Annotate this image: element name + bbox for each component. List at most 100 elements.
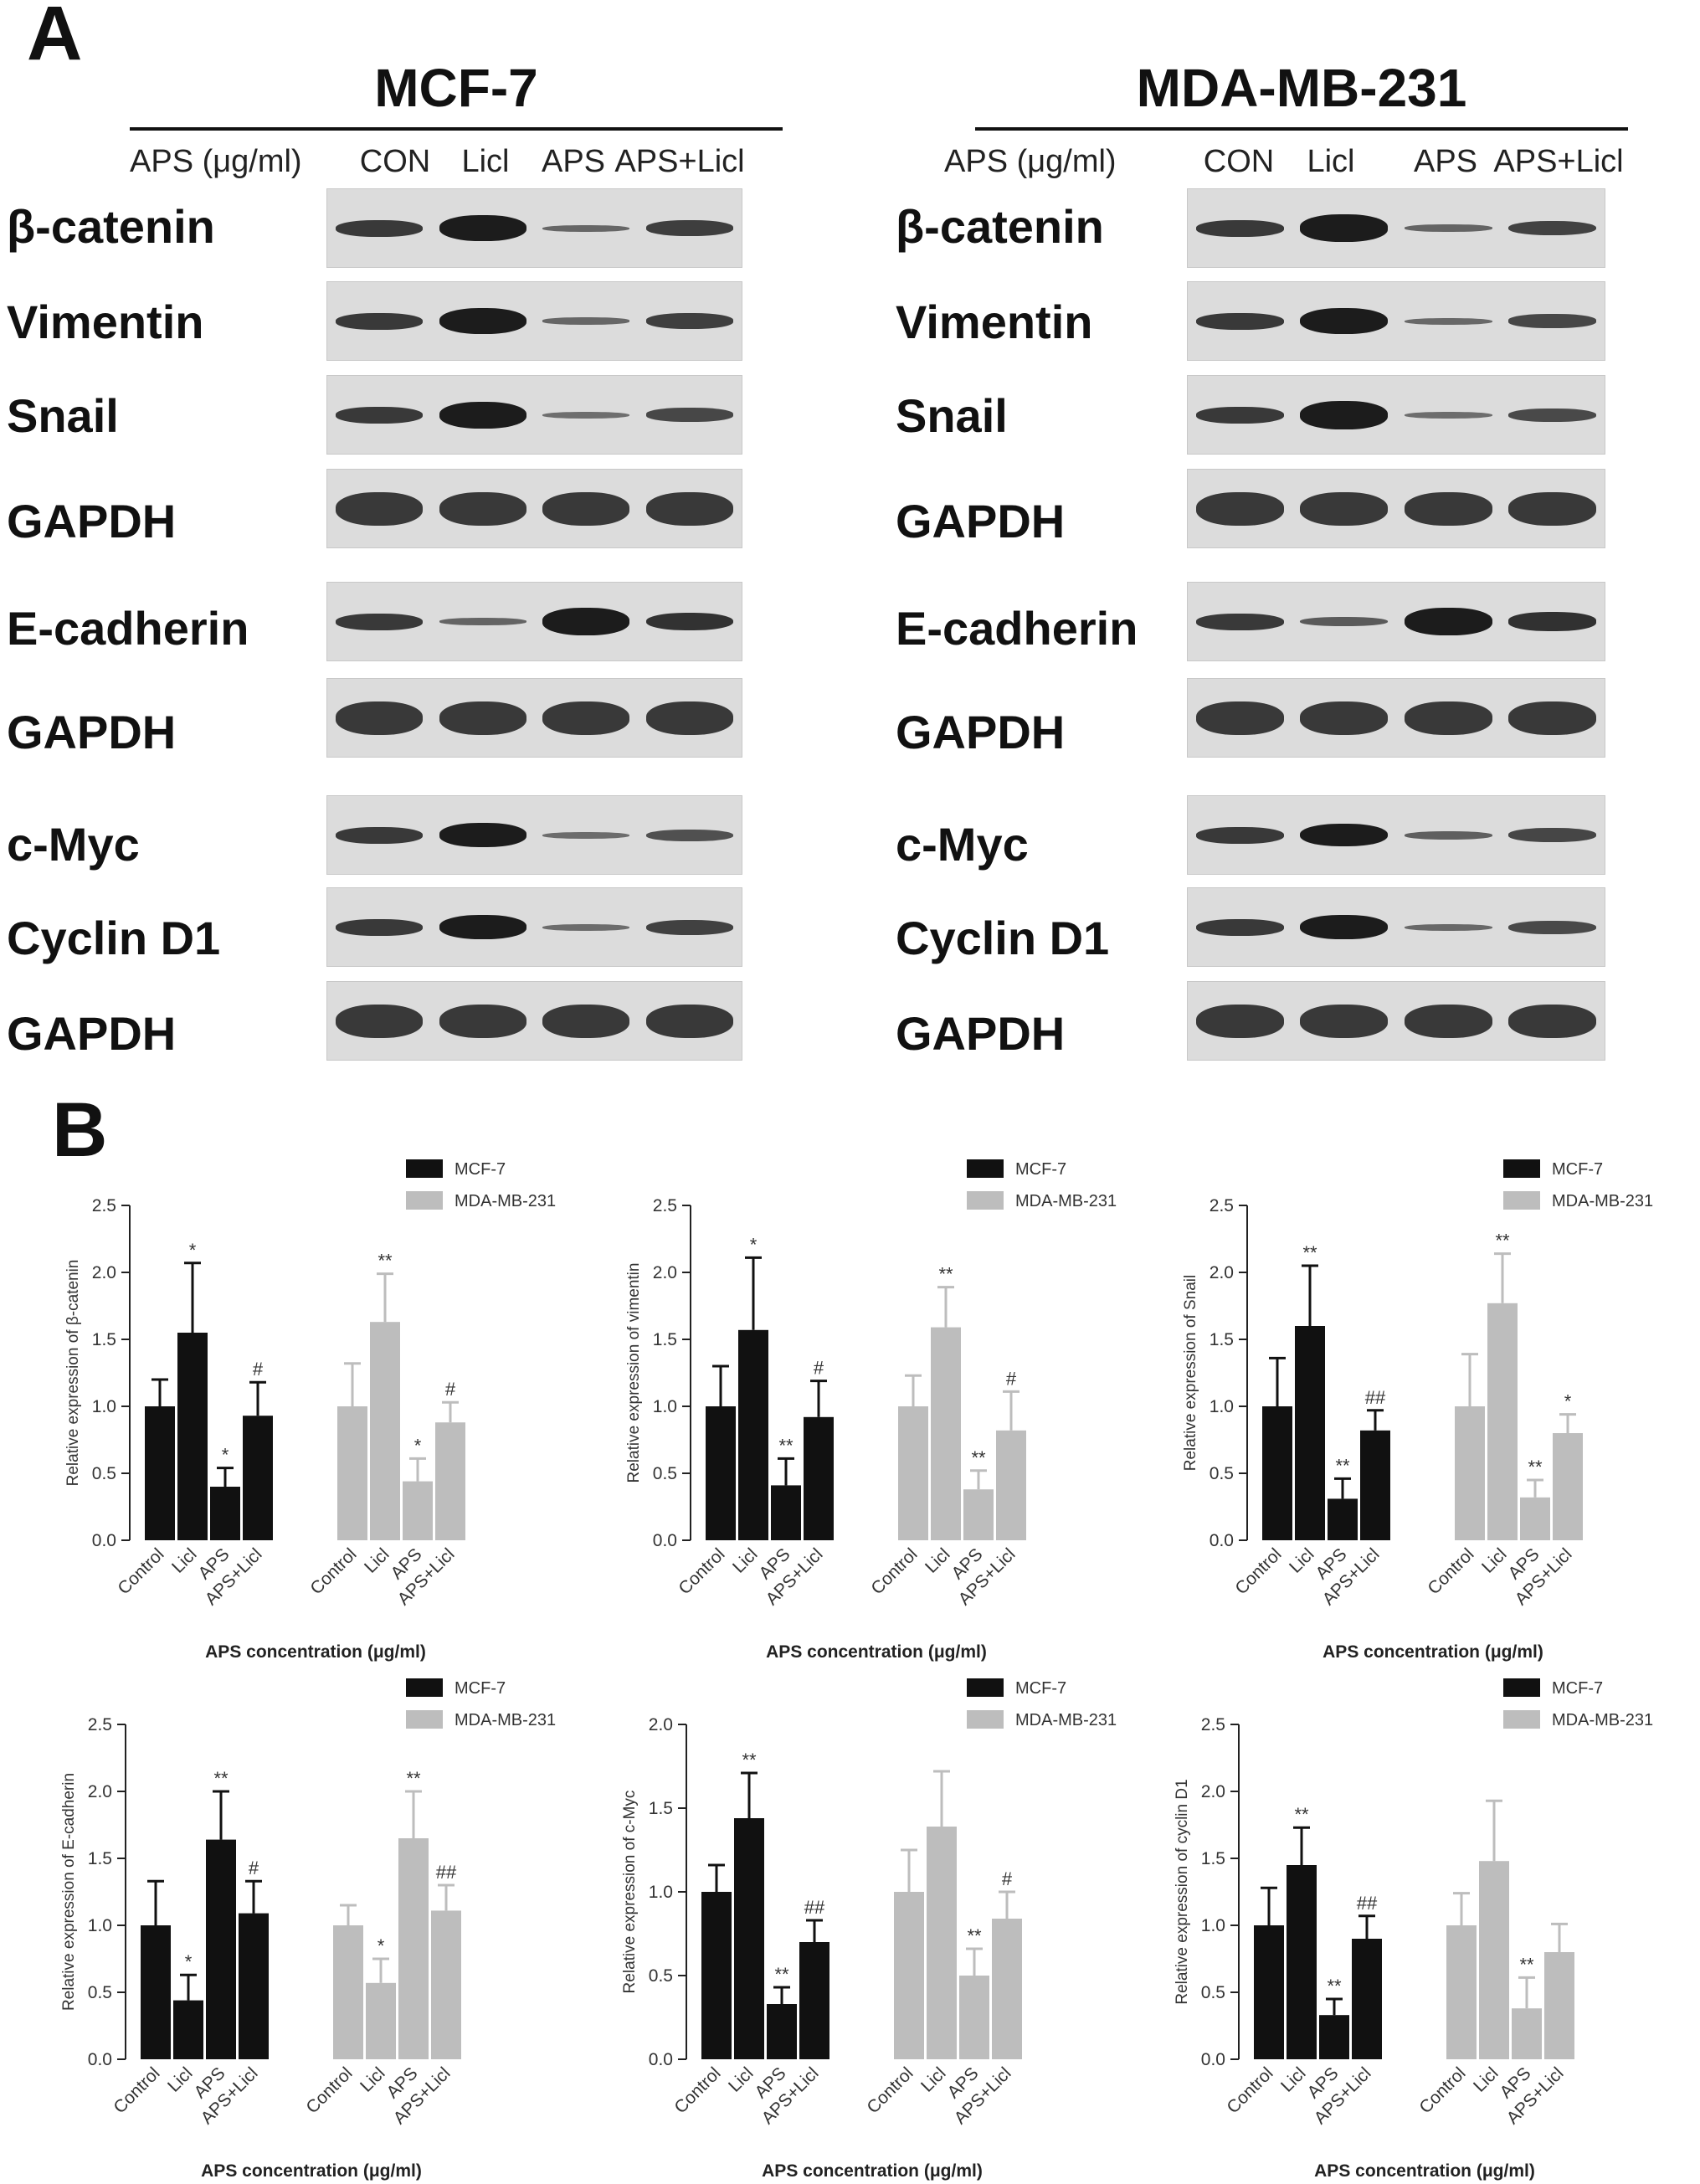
legend-swatch: [406, 1678, 443, 1697]
title-underline: [975, 127, 1628, 131]
blot-band: [439, 915, 526, 939]
blot-strip: [1187, 188, 1605, 268]
blot-band: [1508, 828, 1597, 842]
bar: [1328, 1498, 1358, 1540]
significance-label: **: [1327, 1976, 1342, 1996]
blot-band: [1195, 701, 1284, 735]
y-tick-label: 1.5: [1201, 1849, 1225, 1868]
significance-label: #: [1006, 1368, 1017, 1389]
blot-band: [1508, 220, 1597, 236]
blot-band: [1300, 701, 1389, 735]
blot-band: [439, 618, 526, 625]
lane-label: CON: [359, 144, 431, 179]
bar: [206, 1839, 236, 2059]
blot-band: [1508, 408, 1597, 422]
x-axis-label: APS concentration (μg/ml): [766, 1642, 987, 1662]
blot-band: [542, 923, 630, 931]
blot-strip: [1187, 887, 1605, 967]
blot-band: [1195, 491, 1284, 526]
bar: [398, 1838, 429, 2059]
blot-strip: [1187, 582, 1605, 661]
y-tick-label: 0.5: [653, 1464, 677, 1483]
y-tick-label: 2.0: [649, 1715, 673, 1734]
x-tick-label: Licl: [922, 1544, 954, 1577]
blot-band: [1404, 224, 1492, 232]
blot-band: [542, 831, 630, 839]
blot-band: [335, 219, 423, 237]
legend-swatch: [967, 1191, 1004, 1210]
bar: [1319, 2015, 1349, 2059]
y-tick-label: 1.0: [649, 1883, 673, 1902]
x-tick-label: Control: [110, 2063, 163, 2117]
blot-strip: [326, 981, 742, 1061]
legend-label: MDA-MB-231: [1015, 1192, 1117, 1210]
blot-band: [1508, 314, 1597, 328]
bar: [1512, 2008, 1542, 2059]
protein-label: GAPDH: [7, 706, 177, 758]
y-tick-label: 2.0: [92, 1263, 116, 1282]
protein-label: Snail: [7, 389, 119, 442]
significance-label: #: [1002, 1868, 1013, 1889]
bar: [894, 1892, 924, 2059]
blot-band: [542, 1004, 630, 1038]
y-tick-label: 2.0: [1201, 1782, 1225, 1801]
x-axis-label: APS concentration (μg/ml): [1314, 2161, 1535, 2181]
blot-band: [542, 224, 630, 232]
title-underline: [130, 127, 783, 131]
significance-label: ##: [804, 1897, 825, 1918]
bar: [1455, 1406, 1485, 1540]
protein-label: Vimentin: [7, 295, 204, 348]
blot-band: [1195, 312, 1284, 330]
blot-band: [542, 491, 630, 526]
y-tick-label: 2.5: [88, 1715, 112, 1734]
x-tick-label: Licl: [729, 1544, 762, 1577]
significance-label: *: [189, 1240, 197, 1261]
bar: [1487, 1303, 1518, 1540]
x-tick-label: Control: [1231, 1544, 1285, 1598]
blot-band: [646, 313, 734, 329]
legend-label: MDA-MB-231: [1552, 1711, 1653, 1729]
y-tick-label: 1.5: [88, 1849, 112, 1868]
bar-chart-c-myc: 0.0 0.5 1.0 1.5 2.0 Relative expression of c-…: [621, 1678, 1117, 2181]
bar: [173, 2000, 203, 2059]
blot-band: [1195, 918, 1284, 936]
aps-label: APS (μg/ml): [130, 144, 302, 179]
blot-band: [335, 312, 423, 330]
cell-title: MCF-7: [374, 58, 538, 118]
x-tick-label: Control: [863, 2063, 917, 2117]
bar: [1352, 1939, 1382, 2059]
y-tick-label: 2.0: [1210, 1263, 1234, 1282]
x-tick-label: Licl: [357, 2063, 389, 2096]
bar: [210, 1487, 240, 1540]
blot-band: [439, 215, 526, 241]
y-axis-label: Relative expression of β-catenin: [64, 1260, 82, 1487]
bar-chart-vimentin: 0.0 0.5 1.0 1.5 2.0 2.5 Relative expression of…: [625, 1159, 1117, 1662]
blot-strip: [1187, 795, 1605, 875]
x-axis-label: APS concentration (μg/ml): [201, 2161, 422, 2181]
protein-label: GAPDH: [896, 1007, 1066, 1060]
blot-band: [1300, 307, 1389, 335]
y-axis-label: Relative expression of c-Myc: [621, 1791, 639, 1994]
blot-band: [1300, 616, 1389, 627]
x-tick-label: Licl: [917, 2063, 950, 2096]
bar: [931, 1327, 961, 1540]
protein-label: GAPDH: [7, 1007, 177, 1060]
protein-label: c-Myc: [7, 818, 140, 871]
blot-strip: [1187, 375, 1605, 455]
lane-label: APS: [1413, 144, 1478, 179]
blot-band: [1404, 830, 1492, 840]
x-axis-label: APS concentration (μg/ml): [762, 2161, 983, 2181]
x-tick-label: Control: [1223, 2063, 1276, 2117]
blot-band: [1195, 613, 1284, 630]
y-tick-label: 0.5: [649, 1966, 673, 1986]
blot-strip: [1187, 281, 1605, 361]
significance-label: **: [406, 1768, 421, 1789]
x-tick-label: Control: [675, 1544, 728, 1598]
blot-band: [542, 701, 630, 735]
bar: [1254, 1925, 1284, 2059]
blot-band: [1300, 491, 1389, 526]
legend-label: MCF-7: [1015, 1679, 1066, 1698]
bar-chart-snail: 0.0 0.5 1.0 1.5 2.0 2.5 Relative expression of…: [1182, 1159, 1653, 1662]
y-axis-label: Relative expression of cyclin D1: [1174, 1779, 1191, 2004]
bar: [959, 1976, 989, 2059]
